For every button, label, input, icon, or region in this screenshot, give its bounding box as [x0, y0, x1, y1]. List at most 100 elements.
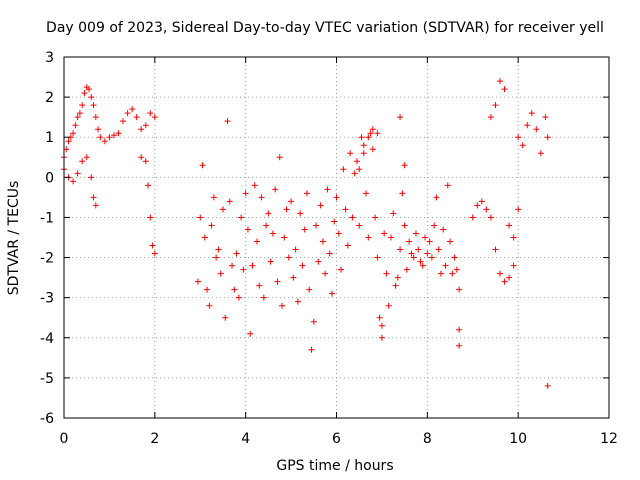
data-point — [90, 102, 97, 109]
data-point — [403, 266, 410, 273]
data-point — [492, 102, 499, 109]
data-point — [106, 134, 113, 141]
y-tick-label: 1 — [45, 130, 54, 146]
data-point — [88, 174, 95, 181]
data-point — [406, 238, 413, 245]
data-point — [435, 246, 442, 253]
data-point — [394, 274, 401, 281]
data-point — [208, 222, 215, 229]
data-point — [374, 130, 381, 137]
data-point — [383, 270, 390, 277]
data-point — [544, 382, 551, 389]
data-point — [244, 226, 251, 233]
data-point — [356, 166, 363, 173]
data-point — [129, 106, 136, 113]
data-point — [492, 246, 499, 253]
data-point — [340, 166, 347, 173]
data-point — [412, 230, 419, 237]
data-point — [437, 270, 444, 277]
data-point — [365, 234, 372, 241]
data-point — [145, 182, 152, 189]
data-point — [124, 110, 131, 117]
data-point — [397, 114, 404, 121]
y-tick-label: 2 — [45, 90, 54, 106]
data-point — [92, 202, 99, 209]
data-point — [397, 246, 404, 253]
data-point — [294, 298, 301, 305]
data-point — [390, 210, 397, 217]
data-point — [65, 138, 72, 145]
data-point — [431, 222, 438, 229]
data-point — [433, 194, 440, 201]
chart-title: Day 009 of 2023, Sidereal Day-to-day VTE… — [46, 20, 604, 36]
data-point — [456, 342, 463, 349]
axis-ticks — [63, 56, 610, 419]
data-point — [478, 198, 485, 205]
data-point — [247, 330, 254, 337]
data-point — [260, 294, 267, 301]
data-point — [194, 278, 201, 285]
data-point — [79, 102, 86, 109]
data-point — [269, 230, 276, 237]
data-point — [426, 238, 433, 245]
data-point — [533, 126, 540, 133]
data-point — [399, 190, 406, 197]
data-point — [251, 182, 258, 189]
data-point — [92, 114, 99, 121]
data-point — [469, 214, 476, 221]
data-point — [199, 162, 206, 169]
data-point — [415, 246, 422, 253]
data-point — [501, 278, 508, 285]
data-point — [378, 322, 385, 329]
data-point — [233, 250, 240, 257]
data-point — [363, 190, 370, 197]
data-points — [61, 78, 551, 389]
data-point — [442, 262, 449, 269]
data-point — [281, 234, 288, 241]
data-point — [292, 246, 299, 253]
data-point — [367, 130, 374, 137]
data-point — [360, 142, 367, 149]
data-point — [303, 190, 310, 197]
data-point — [515, 134, 522, 141]
data-point — [301, 226, 308, 233]
data-point — [544, 134, 551, 141]
y-tick-label: 3 — [45, 50, 54, 66]
data-point — [374, 254, 381, 261]
data-point — [242, 190, 249, 197]
y-tick-label: -3 — [40, 291, 54, 307]
data-point — [515, 206, 522, 213]
data-point — [419, 262, 426, 269]
data-point — [422, 234, 429, 241]
data-point — [138, 154, 145, 161]
data-point — [369, 146, 376, 153]
data-point — [204, 286, 211, 293]
data-point — [401, 222, 408, 229]
data-point — [353, 158, 360, 165]
data-point — [487, 114, 494, 121]
y-tick-label: 0 — [45, 170, 54, 186]
data-point — [417, 258, 424, 265]
data-point — [219, 206, 226, 213]
data-point — [447, 238, 454, 245]
data-point — [510, 262, 517, 269]
data-point — [365, 134, 372, 141]
y-tick-label: -5 — [40, 371, 54, 387]
data-point — [506, 222, 513, 229]
data-point — [226, 198, 233, 205]
data-point — [272, 186, 279, 193]
data-point — [381, 230, 388, 237]
data-point — [497, 78, 503, 85]
data-point — [97, 134, 104, 141]
data-point — [151, 250, 158, 257]
data-point — [231, 286, 238, 293]
data-point — [235, 294, 242, 301]
data-point — [410, 254, 417, 261]
x-tick-label: 4 — [241, 431, 250, 447]
data-point — [217, 270, 224, 277]
data-point — [328, 290, 335, 297]
y-tick-label: -4 — [40, 331, 54, 347]
